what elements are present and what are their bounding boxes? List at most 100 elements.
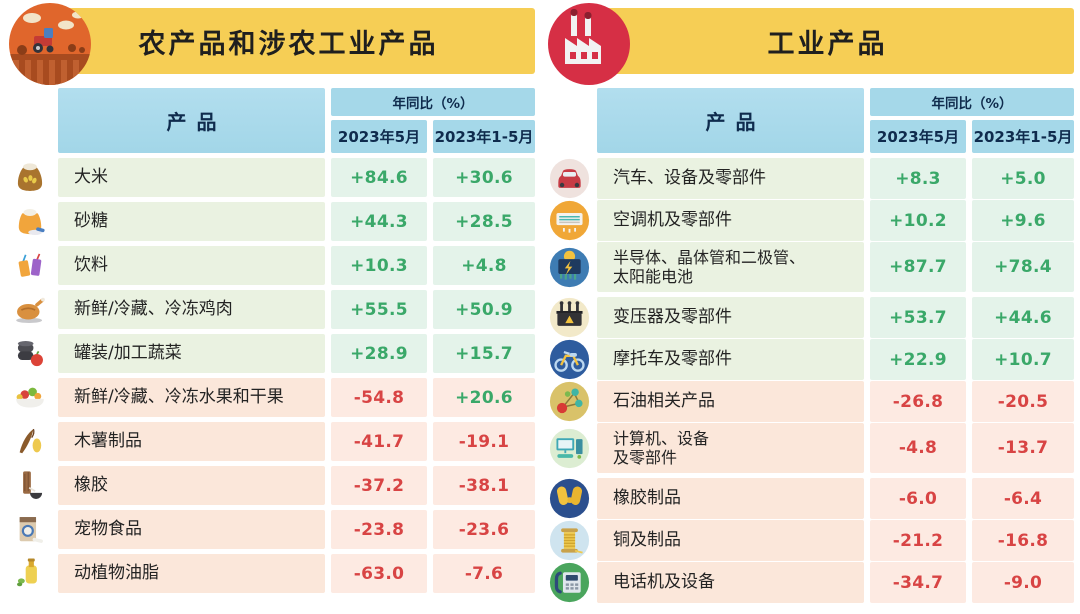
yoy-column-group-header: 年同比（%） xyxy=(870,88,1074,116)
rice-sack-icon xyxy=(8,158,52,197)
table-row: 空调机及零部件 +10.2 +9.6 xyxy=(547,200,1074,241)
product-label: 新鲜/冷藏、冷冻鸡肉 xyxy=(58,290,325,329)
table-row: 罐装/加工蔬菜 +28.9 +15.7 xyxy=(8,334,535,373)
product-label-line: 半导体、晶体管和二极管、 xyxy=(613,247,806,267)
value-may: -6.0 xyxy=(870,478,966,519)
table-row: 变压器及零部件 +53.7 +44.6 xyxy=(547,297,1074,338)
computer-icon xyxy=(547,423,591,473)
value-may: +28.9 xyxy=(331,334,427,373)
value-jan-may: +78.4 xyxy=(972,242,1074,292)
industrial-table-header: 产品 年同比（%） 2023年5月 2023年1-5月 xyxy=(547,88,1074,153)
product-label: 动植物油脂 xyxy=(58,554,325,593)
value-may: +87.7 xyxy=(870,242,966,292)
table-row: 橡胶 -37.2 -38.1 xyxy=(8,466,535,505)
value-jan-may: -19.1 xyxy=(433,422,535,461)
value-may: -54.8 xyxy=(331,378,427,417)
industrial-panel: 工业产品 产品 年同比（%） 2023年5月 2023年1-5月 汽车、设备及零… xyxy=(547,0,1074,603)
product-label: 橡胶 xyxy=(58,466,325,505)
jan-may-column-header: 2023年1-5月 xyxy=(433,120,535,153)
agriculture-table-body: 大米 +84.6 +30.6 砂糖 +44.3 +28.5 饮料 +10.3 +4.8 新鲜/冷藏… xyxy=(8,158,535,593)
value-jan-may: +10.7 xyxy=(972,339,1074,380)
air-conditioner-icon xyxy=(547,200,591,241)
copper-icon xyxy=(547,520,591,561)
motorcycle-icon xyxy=(547,339,591,380)
cassava-icon xyxy=(8,422,52,461)
value-jan-may: +44.6 xyxy=(972,297,1074,338)
fruit-basket-icon xyxy=(8,378,52,417)
value-may: -4.8 xyxy=(870,423,966,473)
value-jan-may: +30.6 xyxy=(433,158,535,197)
table-row: 电话机及设备 -34.7 -9.0 xyxy=(547,562,1074,603)
table-row: 计算机、设备 及零部件 -4.8 -13.7 xyxy=(547,423,1074,473)
value-jan-may: -9.0 xyxy=(972,562,1074,603)
agriculture-table-header: 产品 年同比（%） 2023年5月 2023年1-5月 xyxy=(8,88,535,153)
value-may: +53.7 xyxy=(870,297,966,338)
product-label: 电话机及设备 xyxy=(597,562,864,603)
agriculture-panel-title: 农产品和涉农工业产品 xyxy=(42,8,535,74)
product-label: 石油相关产品 xyxy=(597,381,864,422)
product-label: 砂糖 xyxy=(58,202,325,241)
sugar-sack-icon xyxy=(8,202,52,241)
product-label: 摩托车及零部件 xyxy=(597,339,864,380)
rubber-tree-icon xyxy=(8,466,52,505)
product-label-line: 计算机、设备 xyxy=(613,428,710,448)
jan-may-column-header: 2023年1-5月 xyxy=(972,120,1074,153)
semiconductor-icon xyxy=(547,242,591,292)
product-label: 罐装/加工蔬菜 xyxy=(58,334,325,373)
canned-vegetables-icon xyxy=(8,334,52,373)
value-may: +22.9 xyxy=(870,339,966,380)
table-row: 橡胶制品 -6.0 -6.4 xyxy=(547,478,1074,519)
may-column-header: 2023年5月 xyxy=(870,120,966,153)
petroleum-icon xyxy=(547,381,591,422)
value-may: -63.0 xyxy=(331,554,427,593)
table-row: 宠物食品 -23.8 -23.6 xyxy=(8,510,535,549)
value-may: +10.2 xyxy=(870,200,966,241)
table-row: 木薯制品 -41.7 -19.1 xyxy=(8,422,535,461)
value-may: +8.3 xyxy=(870,158,966,199)
table-row: 砂糖 +44.3 +28.5 xyxy=(8,202,535,241)
value-jan-may: +28.5 xyxy=(433,202,535,241)
table-row: 动植物油脂 -63.0 -7.6 xyxy=(8,554,535,593)
value-may: -34.7 xyxy=(870,562,966,603)
value-jan-may: -13.7 xyxy=(972,423,1074,473)
pet-food-icon xyxy=(8,510,52,549)
yoy-column-group-header: 年同比（%） xyxy=(331,88,535,116)
table-row: 新鲜/冷藏、冷冻鸡肉 +55.5 +50.9 xyxy=(8,290,535,329)
product-label-line: 及零部件 xyxy=(613,448,678,467)
beverage-icon xyxy=(8,246,52,285)
product-column-header: 产品 xyxy=(58,88,325,153)
table-row: 新鲜/冷藏、冷冻水果和干果 -54.8 +20.6 xyxy=(8,378,535,417)
value-jan-may: -38.1 xyxy=(433,466,535,505)
table-row: 石油相关产品 -26.8 -20.5 xyxy=(547,381,1074,422)
car-icon xyxy=(547,158,591,199)
product-label: 汽车、设备及零部件 xyxy=(597,158,864,199)
telephone-icon xyxy=(547,562,591,603)
value-jan-may: -7.6 xyxy=(433,554,535,593)
value-jan-may: -6.4 xyxy=(972,478,1074,519)
industrial-panel-title: 工业产品 xyxy=(581,8,1074,74)
value-jan-may: +20.6 xyxy=(433,378,535,417)
value-may: +44.3 xyxy=(331,202,427,241)
product-label: 空调机及零部件 xyxy=(597,200,864,241)
value-jan-may: -23.6 xyxy=(433,510,535,549)
product-label: 新鲜/冷藏、冷冻水果和干果 xyxy=(58,378,325,417)
table-row: 铜及制品 -21.2 -16.8 xyxy=(547,520,1074,561)
product-label: 大米 xyxy=(58,158,325,197)
value-jan-may: +50.9 xyxy=(433,290,535,329)
chicken-icon xyxy=(8,290,52,329)
value-may: -23.8 xyxy=(331,510,427,549)
farm-icon xyxy=(8,2,92,86)
transformer-icon xyxy=(547,297,591,338)
rubber-gloves-icon xyxy=(547,478,591,519)
value-may: +55.5 xyxy=(331,290,427,329)
value-jan-may: -20.5 xyxy=(972,381,1074,422)
value-may: -37.2 xyxy=(331,466,427,505)
product-label: 变压器及零部件 xyxy=(597,297,864,338)
product-label: 计算机、设备 及零部件 xyxy=(597,423,864,473)
table-row: 摩托车及零部件 +22.9 +10.7 xyxy=(547,339,1074,380)
table-row: 汽车、设备及零部件 +8.3 +5.0 xyxy=(547,158,1074,199)
value-may: -26.8 xyxy=(870,381,966,422)
table-row: 大米 +84.6 +30.6 xyxy=(8,158,535,197)
value-jan-may: +9.6 xyxy=(972,200,1074,241)
product-label: 宠物食品 xyxy=(58,510,325,549)
